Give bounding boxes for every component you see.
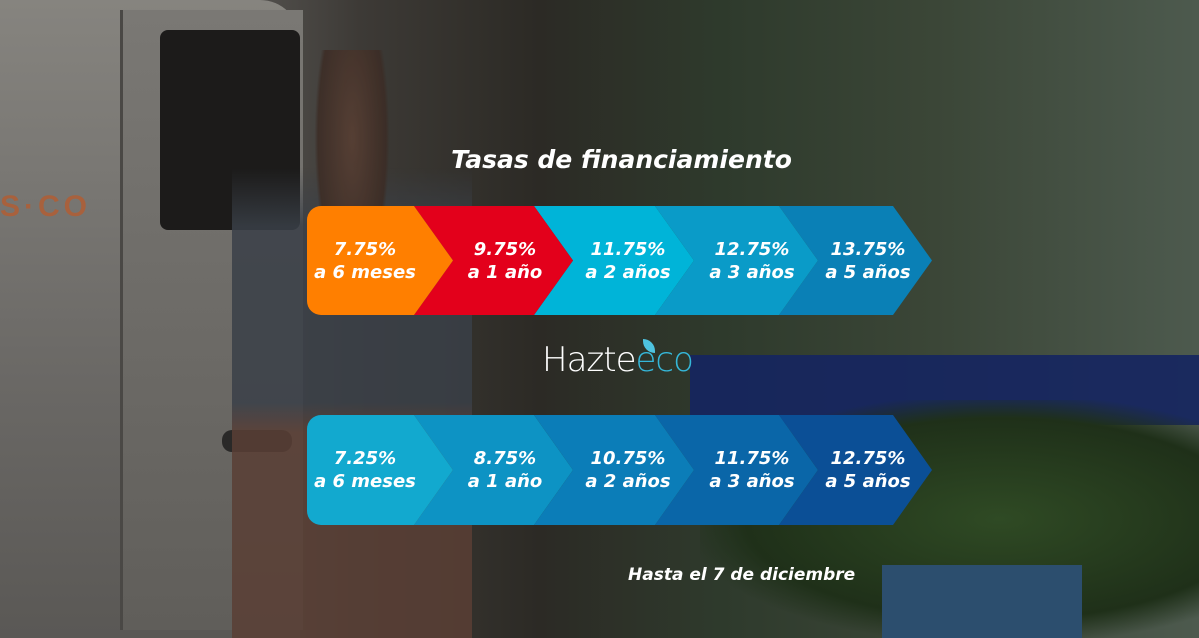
rate-term: a 5 años [825,471,911,492]
van-logo: S·CO [0,190,91,223]
rate-term: a 3 años [709,261,795,283]
rate-term: a 1 año [467,471,543,492]
rate-value: 12.75% [714,238,790,260]
title-text: Tasas de financiamiento [451,145,792,174]
rate-label: 12.75% a 3 años [687,206,817,315]
title: Tasas de financiamiento [0,145,1199,174]
rate-value: 8.75% [473,448,537,469]
rate-label: 11.75% a 2 años [563,206,693,315]
leaf-icon [643,339,655,353]
logo-text-hazte: Hazte [542,340,636,380]
rate-label: 9.75% a 1 año [440,206,570,315]
rate-value: 11.75% [590,238,666,260]
rate-term: a 3 años [709,471,795,492]
hazte-eco-logo: Hazteeco [542,340,694,380]
rate-label: 12.75% a 5 años [803,415,933,525]
rate-value: 7.75% [333,238,397,260]
rate-term: a 6 meses [314,261,416,283]
rates-row-bottom: 7.25% a 6 meses 8.75% a 1 año 10.75% a 2 añ… [0,415,1199,525]
rate-label: 11.75% a 3 años [687,415,817,525]
rate-label: 7.75% a 6 meses [300,206,430,315]
rate-term: a 2 años [585,471,671,492]
rate-term: a 2 años [585,261,671,283]
rate-value: 10.75% [590,448,666,469]
rate-value: 9.75% [473,238,537,260]
rate-value: 11.75% [714,448,790,469]
background-person [232,50,472,638]
rate-value: 12.75% [830,448,906,469]
rate-label: 13.75% a 5 años [803,206,933,315]
background-crate [882,565,1082,638]
rate-label: 8.75% a 1 año [440,415,570,525]
rates-row-top: 7.75% a 6 meses 9.75% a 1 año 11.75% a 2 añ… [0,206,1199,315]
rate-term: a 5 años [825,261,911,283]
rate-term: a 6 meses [314,471,416,492]
rate-label: 10.75% a 2 años [563,415,693,525]
rate-value: 7.25% [333,448,397,469]
validity-note: Hasta el 7 de diciembre [628,565,856,585]
rate-label: 7.25% a 6 meses [300,415,430,525]
rate-value: 13.75% [830,238,906,260]
rate-term: a 1 año [467,261,543,283]
